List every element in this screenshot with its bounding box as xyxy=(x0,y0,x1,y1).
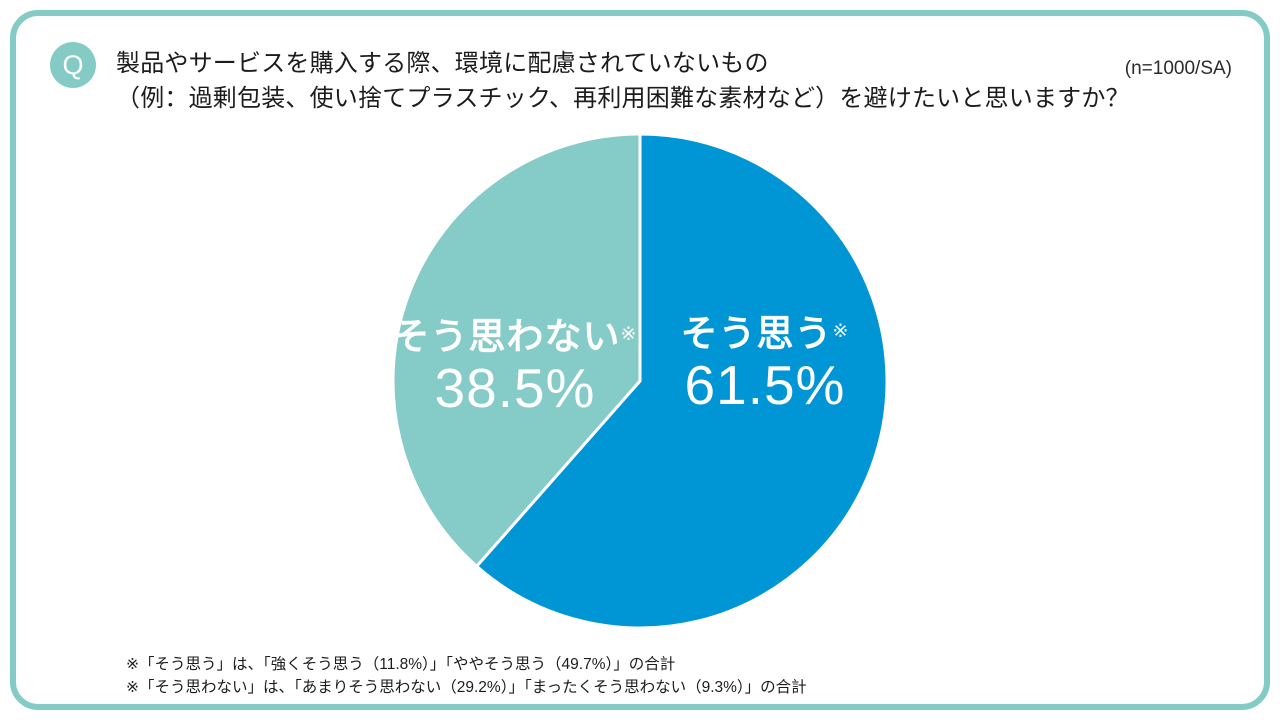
question-line-1: 製品やサービスを購入する際、環境に配慮されていないもの xyxy=(116,50,769,77)
pie-slice-0 xyxy=(475,132,889,630)
footnote-line-2: ※「そう思わない」は、「あまりそう思わない（29.2%）」「まったくそう思わない… xyxy=(126,679,807,696)
pie-slice-1 xyxy=(391,132,642,568)
footnotes: ※「そう思う」は、「強くそう思う（11.8%）」「ややそう思う（49.7%）」の… xyxy=(126,653,807,699)
question-text: 製品やサービスを購入する際、環境に配慮されていないもの （例：過剰包装、使い捨て… xyxy=(116,46,1130,116)
pie-chart: そう思う※ 61.5% そう思わない※ 38.5% xyxy=(390,131,890,631)
pie-svg xyxy=(391,132,889,630)
question-badge-letter: Q xyxy=(62,50,84,80)
question-badge: Q xyxy=(50,42,96,88)
sample-size-label: (n=1000/SA) xyxy=(1124,58,1232,79)
footnote-line-1: ※「そう思う」は、「強くそう思う（11.8%）」「ややそう思う（49.7%）」の… xyxy=(126,656,676,673)
question-line-2: （例：過剰包装、使い捨てプラスチック、再利用困難な素材など）を避けたいと思います… xyxy=(116,85,1130,112)
